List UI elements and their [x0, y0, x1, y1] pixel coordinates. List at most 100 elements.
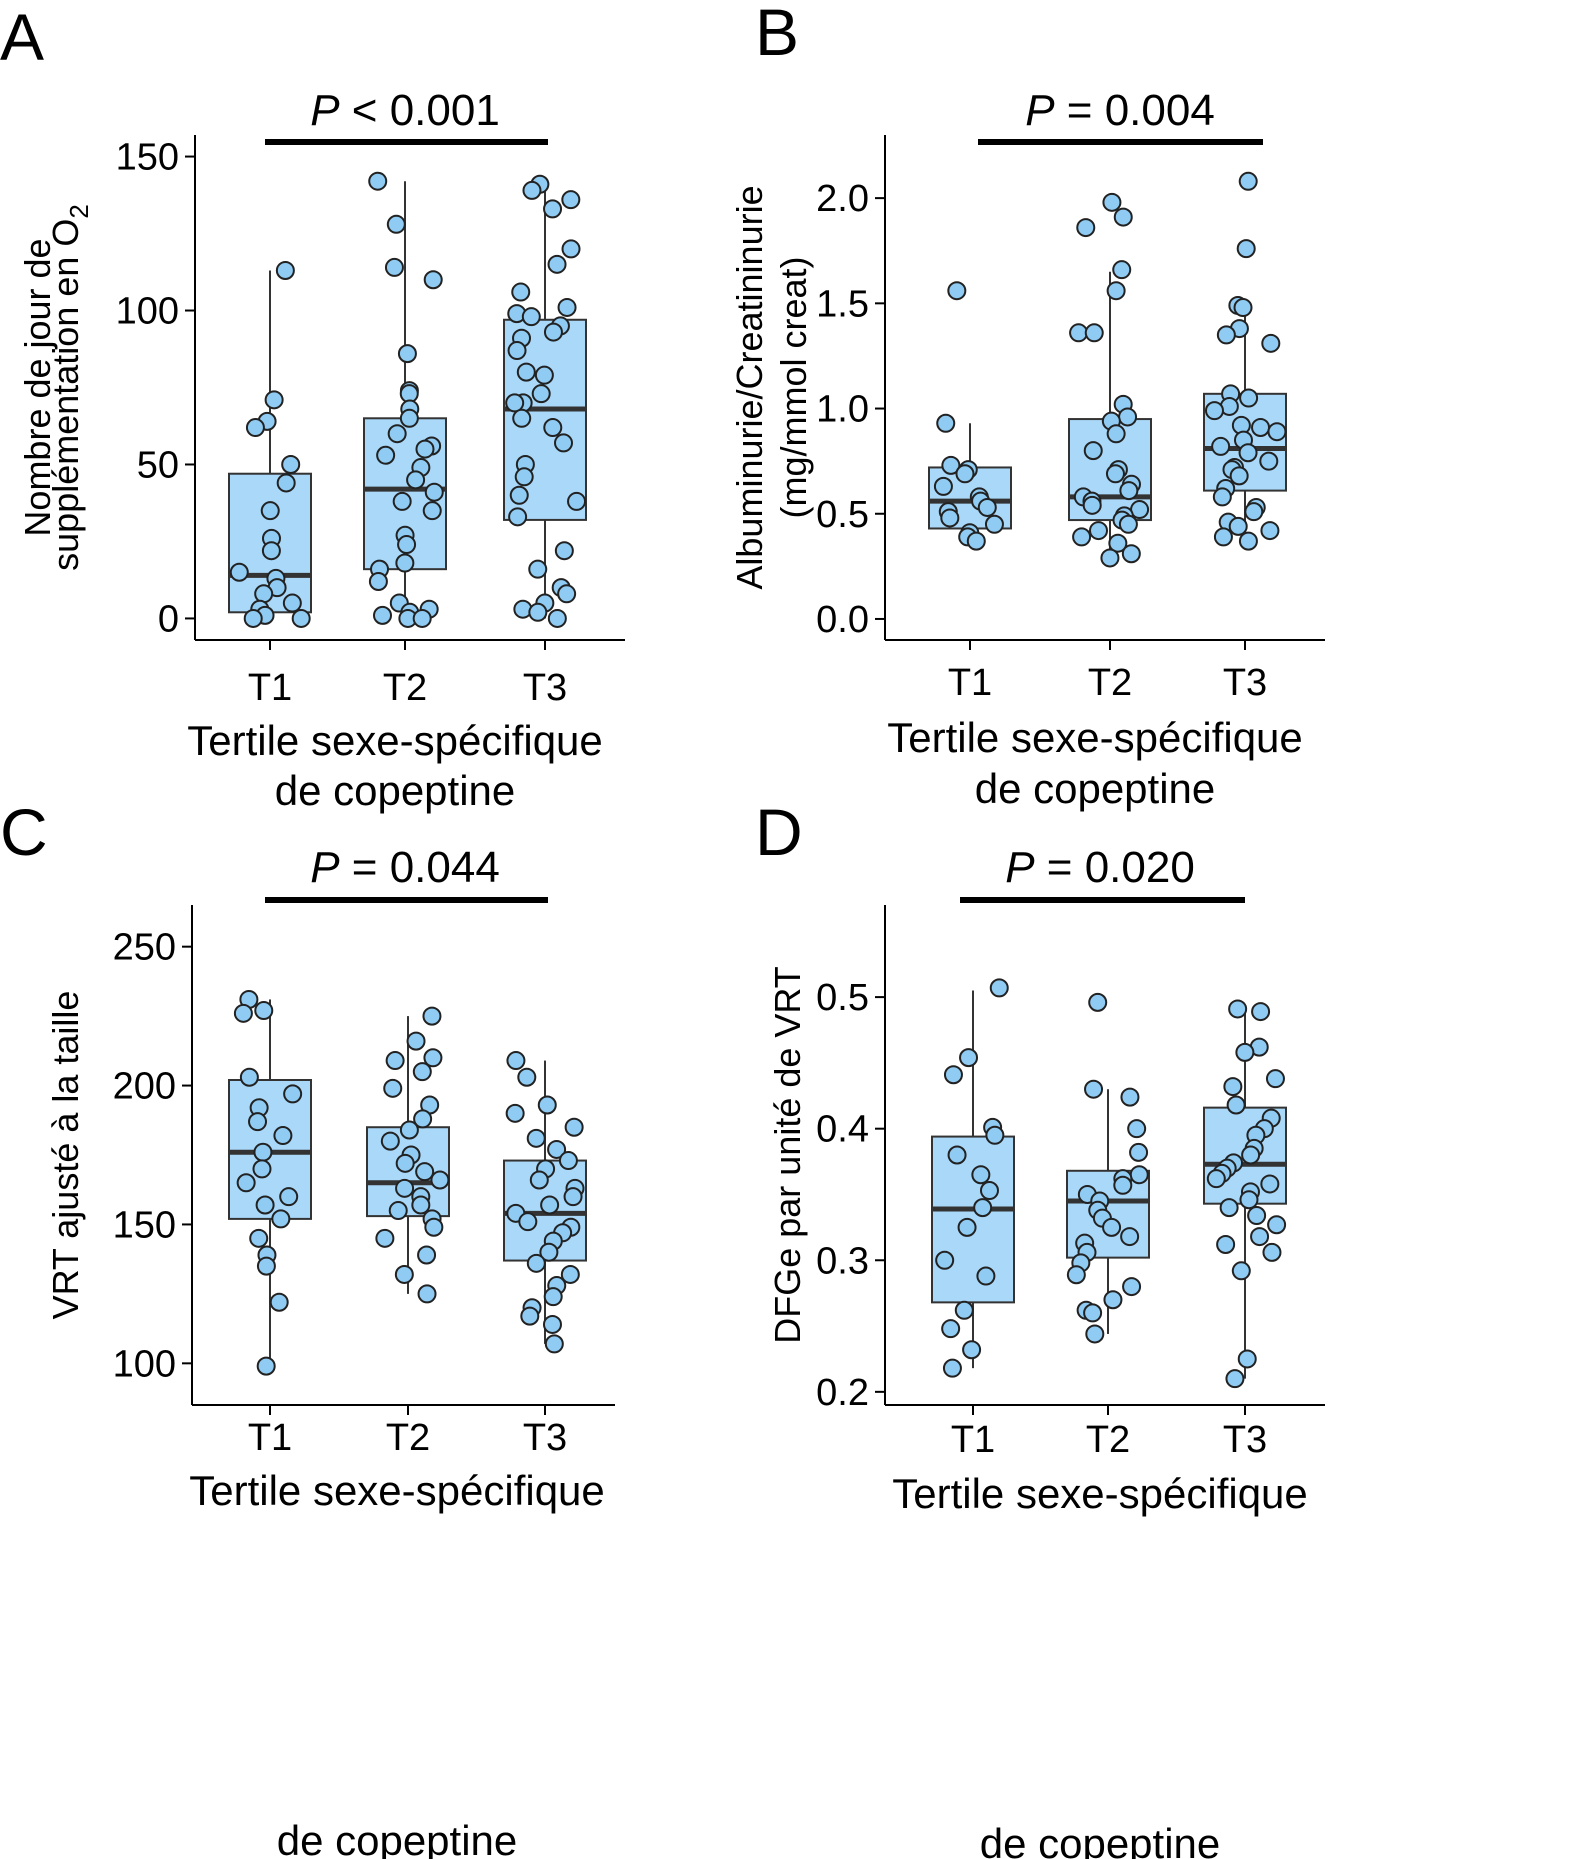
- data-point: [229, 562, 249, 582]
- panel-a: A P < 0.001 0 50 100 150 T1 T2 T3 Nombre de jour …: [0, 0, 625, 814]
- p-symbol: P: [1005, 843, 1035, 892]
- panel-c: C P = 0.044 100 150 200 250 T1 T2 T3 VRT ajusté à…: [0, 795, 615, 1859]
- y-tick-label: 150: [113, 1204, 176, 1246]
- p-symbol: P: [1025, 86, 1055, 135]
- data-point: [1228, 999, 1248, 1019]
- data-point: [977, 497, 997, 517]
- data-point: [386, 214, 406, 234]
- data-point: [368, 571, 388, 591]
- data-point: [941, 455, 961, 475]
- data-point: [260, 501, 280, 521]
- data-point: [1225, 1369, 1245, 1389]
- data-point: [554, 541, 574, 561]
- data-point: [256, 1256, 276, 1276]
- data-point: [411, 1195, 431, 1215]
- data-point: [275, 260, 295, 280]
- data-point: [271, 1209, 291, 1229]
- data-point: [547, 254, 567, 274]
- x-axis-label-line: Tertile sexe-spécifique: [892, 1470, 1308, 1517]
- data-point: [1244, 502, 1264, 522]
- data-point: [1261, 333, 1281, 353]
- data-point: [1072, 527, 1092, 547]
- data-point: [1229, 466, 1249, 486]
- data-point: [1238, 171, 1258, 191]
- y-axis-label-line: Albuminurie/Creatininurie: [729, 185, 770, 589]
- data-point: [1100, 548, 1120, 568]
- data-point: [392, 491, 412, 511]
- data-point: [1082, 495, 1102, 515]
- y-axis-label-line: supplémentation en O: [45, 219, 86, 571]
- data-point: [557, 584, 577, 604]
- data-point: [531, 384, 551, 404]
- data-point: [1105, 464, 1125, 484]
- data-point: [936, 413, 956, 433]
- data-point: [1239, 388, 1259, 408]
- data-point: [1241, 1145, 1261, 1165]
- data-point: [933, 476, 953, 496]
- data-point: [273, 1126, 293, 1146]
- data-point: [236, 1173, 256, 1193]
- data-point: [1223, 1077, 1243, 1097]
- data-point: [1239, 1190, 1259, 1210]
- data-point: [547, 1139, 567, 1159]
- data-point: [380, 1131, 400, 1151]
- data-point: [522, 180, 542, 200]
- data-point: [1226, 1095, 1246, 1115]
- data-point: [547, 608, 567, 628]
- data-point: [1118, 407, 1138, 427]
- y-tick-label: 0.0: [816, 599, 869, 641]
- data-point: [375, 1228, 395, 1248]
- y-tick-label: 150: [116, 137, 179, 179]
- data-point: [397, 535, 417, 555]
- x-axis-label-line: Tertile sexe-spécifique: [887, 714, 1303, 761]
- data-point: [282, 593, 302, 613]
- data-point: [399, 1120, 419, 1140]
- x-axis-label-line: Tertile sexe-spécifique: [187, 717, 603, 764]
- panel-letter: D: [755, 795, 803, 869]
- data-point: [1265, 1069, 1285, 1089]
- x-category-label: T2: [386, 1417, 430, 1459]
- data-point: [385, 1051, 405, 1071]
- y-tick-label: 0.3: [816, 1240, 869, 1282]
- data-point: [520, 1306, 540, 1326]
- data-point: [1267, 422, 1287, 442]
- data-point: [537, 1095, 557, 1115]
- data-point: [943, 1065, 963, 1085]
- data-point: [957, 1217, 977, 1237]
- data-point: [564, 1117, 584, 1137]
- data-point: [1237, 1349, 1257, 1369]
- p-symbol: P: [310, 843, 340, 892]
- data-point: [942, 1358, 962, 1378]
- data-point: [1122, 1277, 1142, 1297]
- data-point: [1088, 992, 1108, 1012]
- data-point: [1129, 1142, 1149, 1162]
- data-point: [517, 1067, 537, 1087]
- data-point: [1129, 1165, 1149, 1185]
- x-category-label: T3: [1223, 1419, 1267, 1461]
- data-point: [1260, 1174, 1280, 1194]
- y-axis-label-subscript: 2: [64, 204, 94, 218]
- data-point: [423, 270, 443, 290]
- data-point: [254, 1001, 274, 1021]
- y-tick-label: 0.5: [816, 494, 869, 536]
- x-axis-label-line: de copeptine: [980, 1820, 1221, 1859]
- y-tick-label: 1.0: [816, 389, 869, 431]
- data-point: [1260, 521, 1280, 541]
- data-point: [973, 1198, 993, 1218]
- data-point: [430, 1170, 450, 1190]
- data-point: [1267, 1215, 1287, 1235]
- data-point: [261, 541, 281, 561]
- p-value-label: P < 0.001: [310, 86, 500, 135]
- data-point: [558, 1151, 578, 1171]
- data-point: [399, 408, 419, 428]
- data-point: [539, 1242, 559, 1262]
- data-point: [543, 418, 563, 438]
- data-point: [1233, 298, 1253, 318]
- p-value-label: P = 0.020: [1005, 843, 1195, 892]
- box-t1: [931, 1135, 1015, 1304]
- data-point: [1084, 1079, 1104, 1099]
- y-axis-label-line: Nombre de jour de: [17, 238, 58, 536]
- data-point: [1127, 1119, 1147, 1139]
- data-point: [1108, 533, 1128, 553]
- data-point: [1238, 531, 1258, 551]
